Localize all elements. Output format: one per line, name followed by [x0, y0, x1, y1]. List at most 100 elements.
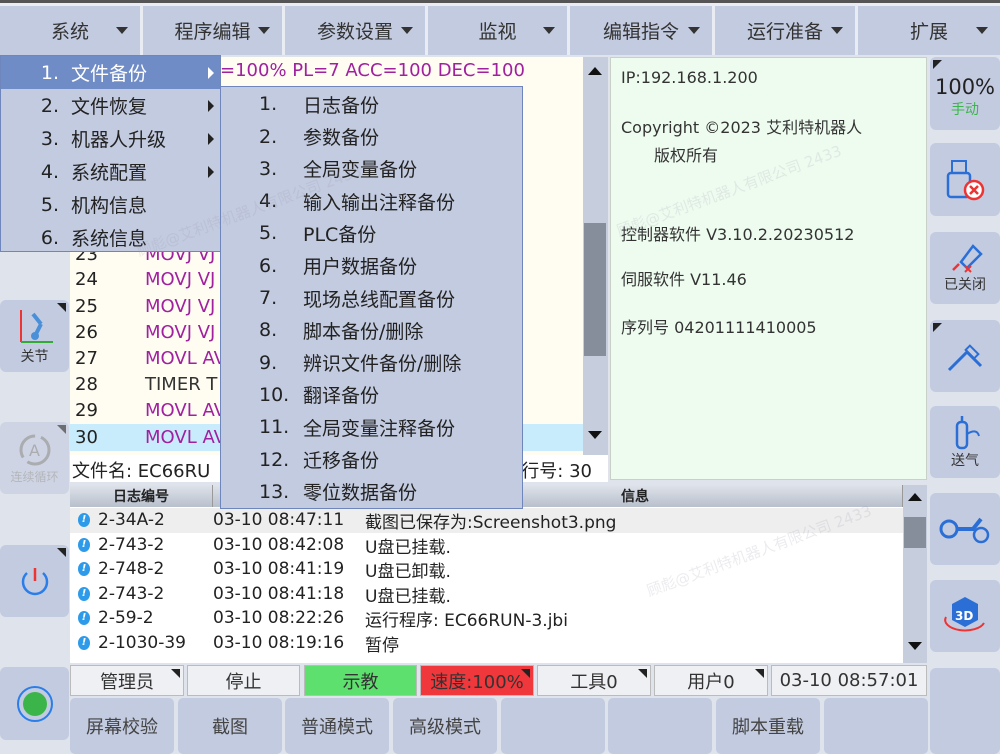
submenu-item[interactable]: 2. 参数备份	[221, 120, 522, 153]
log-row[interactable]: ! 2-34A-2 03-10 08:47:11 截图已保存为:Screenshot3…	[70, 508, 903, 533]
submenu-arrow-icon	[208, 133, 214, 145]
speed-status[interactable]: 速度:100%	[420, 665, 534, 696]
scroll-thumb[interactable]	[584, 223, 606, 356]
system-menu: 1. 文件备份 2. 文件恢复 3. 机器人升级 4. 系统配置 5. 机构信息 6. 系统…	[0, 55, 221, 252]
item-label: 翻译备份	[303, 385, 380, 408]
usb-button[interactable]	[930, 143, 1000, 216]
log-row[interactable]: ! 2-743-2 03-10 08:41:18 U盘已挂载.	[70, 582, 903, 607]
tool-select[interactable]: 工具0	[537, 665, 651, 696]
item-number: 4.	[40, 160, 59, 183]
3d-cube-icon: 3D	[944, 597, 985, 632]
program-line[interactable]: 25 MOVJ VJ	[70, 293, 583, 320]
log-row[interactable]: ! 2-1030-39 03-10 08:19:16 暂停	[70, 631, 903, 656]
corner-marker-icon	[57, 303, 66, 312]
menu-edit-instruction[interactable]: 编辑指令	[570, 6, 712, 55]
scroll-up-icon[interactable]	[908, 493, 922, 501]
menu-program-edit[interactable]: 程序编辑	[143, 6, 282, 55]
log-id: 2-34A-2	[98, 510, 165, 531]
submenu-item[interactable]: 11. 全局变量注释备份	[221, 411, 522, 444]
item-number: 5.	[40, 193, 59, 216]
submenu-item[interactable]: 9. 辨识文件备份/删除	[221, 346, 522, 379]
item-label: 机器人升级	[71, 129, 167, 151]
submenu-item[interactable]: 1. 日志备份	[221, 88, 522, 121]
program-line[interactable]: 29 MOVL AV	[70, 397, 583, 424]
line-number: 24	[75, 269, 98, 290]
empty-side-button[interactable]	[930, 668, 1000, 754]
program-scrollbar[interactable]	[583, 57, 608, 455]
menu-item-system-config[interactable]: 4. 系统配置	[1, 155, 220, 188]
submenu-item[interactable]: 7. 现场总线配置备份	[221, 282, 522, 315]
menu-item-system-info[interactable]: 6. 系统信息	[1, 221, 220, 254]
scroll-down-icon[interactable]	[588, 431, 602, 439]
submenu-item[interactable]: 3. 全局变量备份	[221, 153, 522, 186]
chevron-down-icon	[688, 27, 700, 34]
program-line[interactable]: 24 MOVJ VJ	[70, 266, 583, 293]
menu-label: 参数设置	[316, 21, 393, 43]
gas-button[interactable]: 送气	[930, 406, 1000, 478]
chevron-down-icon	[976, 27, 988, 34]
program-command: MOVJ VJ	[145, 269, 216, 290]
empty-button[interactable]	[501, 698, 605, 754]
menu-item-robot-upgrade[interactable]: 3. 机器人升级	[1, 122, 220, 155]
program-command: MOVL AV	[145, 348, 226, 369]
3d-view-button[interactable]: 3D	[930, 580, 1000, 652]
item-number: 3.	[40, 127, 59, 150]
servo-status-button[interactable]	[0, 667, 69, 740]
user-coord-select[interactable]: 用户0	[654, 665, 768, 696]
power-button[interactable]	[0, 545, 69, 617]
menu-item-mechanism-info[interactable]: 5. 机构信息	[1, 188, 220, 221]
menu-extend[interactable]: 扩展	[858, 6, 1000, 55]
log-row[interactable]: ! 2-743-2 03-10 08:42:08 U盘已挂载.	[70, 533, 903, 558]
gas-label: 送气	[951, 453, 979, 469]
submenu-arrow-icon	[208, 100, 214, 112]
log-time: 03-10 08:19:16	[213, 633, 345, 654]
advanced-mode-button[interactable]: 高级模式	[393, 698, 497, 754]
item-number: 3.	[259, 157, 278, 180]
continuous-cycle-button[interactable]: A 连续循环	[0, 422, 69, 494]
line-number: 28	[75, 374, 98, 395]
coord-label: 用户0	[687, 671, 735, 693]
user-label: 管理员	[100, 671, 154, 693]
submenu-item[interactable]: 5. PLC备份	[221, 217, 522, 250]
empty-button[interactable]	[824, 698, 928, 754]
menu-monitor[interactable]: 监视	[428, 6, 567, 55]
submenu-item[interactable]: 4. 输入输出注释备份	[221, 185, 522, 218]
menu-item-file-restore[interactable]: 2. 文件恢复	[1, 89, 220, 122]
menu-parameters[interactable]: 参数设置	[285, 6, 425, 55]
joint-coord-button[interactable]: 关节	[0, 300, 69, 372]
menu-label: 系统	[50, 21, 89, 43]
user-level[interactable]: 管理员	[70, 665, 184, 696]
torch-status: 已关闭	[944, 277, 986, 293]
chevron-down-icon	[258, 27, 270, 34]
scroll-down-icon[interactable]	[908, 642, 922, 650]
scroll-up-icon[interactable]	[588, 67, 602, 75]
corner-marker-icon	[521, 669, 530, 678]
line-number: 27	[75, 348, 98, 369]
empty-button[interactable]	[608, 698, 712, 754]
log-scrollbar[interactable]	[903, 485, 927, 663]
submenu-item[interactable]: 13. 零位数据备份	[221, 476, 522, 509]
program-line[interactable]: 27 MOVL AV	[70, 345, 583, 372]
scroll-thumb[interactable]	[904, 517, 926, 548]
script-reload-button[interactable]: 脚本重载	[716, 698, 820, 754]
torch-tool-button[interactable]	[930, 320, 1000, 392]
menu-run-prep[interactable]: 运行准备	[715, 6, 855, 55]
program-line[interactable]: 28 TIMER T	[70, 371, 583, 398]
submenu-item[interactable]: 6. 用户数据备份	[221, 250, 522, 283]
program-line[interactable]: 26 MOVJ VJ	[70, 319, 583, 346]
item-label: 文件恢复	[71, 96, 148, 118]
menu-system[interactable]: 系统	[0, 6, 140, 55]
speed-override-button[interactable]: 100% 手动	[930, 57, 1000, 130]
log-row[interactable]: ! 2-748-2 03-10 08:41:19 U盘已卸载.	[70, 557, 903, 582]
screenshot-button[interactable]: 截图	[178, 698, 282, 754]
log-row[interactable]: ! 2-59-2 03-10 08:22:26 运行程序: EC66RUN-3.jbi	[70, 606, 903, 631]
submenu-item[interactable]: 10. 翻译备份	[221, 379, 522, 412]
robot-drag-button[interactable]	[930, 493, 1000, 565]
chevron-down-icon	[116, 27, 128, 34]
screen-calibrate-button[interactable]: 屏幕校验	[70, 698, 174, 754]
normal-mode-button[interactable]: 普通模式	[285, 698, 389, 754]
submenu-item[interactable]: 12. 迁移备份	[221, 443, 522, 476]
torch-button[interactable]: 已关闭	[930, 232, 1000, 304]
menu-item-file-backup[interactable]: 1. 文件备份	[1, 56, 220, 89]
submenu-item[interactable]: 8. 脚本备份/删除	[221, 314, 522, 347]
